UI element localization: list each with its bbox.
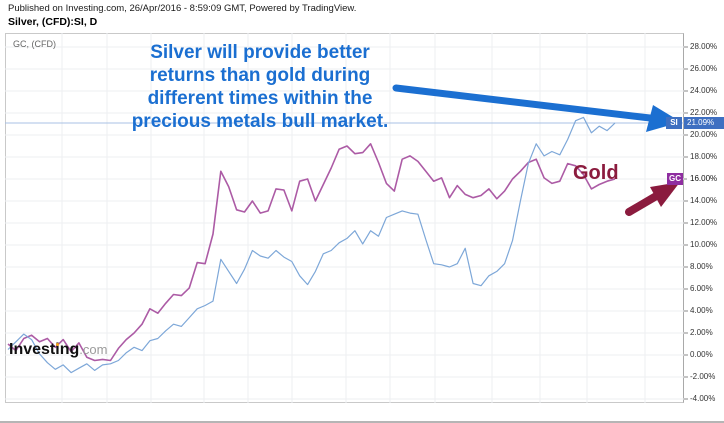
y-axis-label: 28.00% (690, 42, 718, 51)
logo-text-bold: Investing (9, 341, 80, 358)
gold-arrow-head (650, 182, 680, 207)
y-axis-label: 4.00% (690, 306, 713, 315)
y-axis-label: 12.00% (690, 218, 718, 227)
y-axis-label: 24.00% (690, 86, 718, 95)
blue-arrow-shaft (392, 84, 654, 122)
annotation-text: Silver will provide better returns than g… (95, 41, 425, 133)
annotation-line: different times within the (147, 88, 373, 109)
y-axis-label: -2.00% (690, 372, 716, 381)
gc-series-badge: GC (667, 173, 683, 185)
y-axis-label: 14.00% (690, 196, 718, 205)
published-line: Published on Investing.com, 26/Apr/2016 … (8, 3, 357, 14)
y-axis-label: 20.00% (690, 130, 718, 139)
y-axis-label: 18.00% (690, 152, 718, 161)
gold-series-line (7, 143, 616, 362)
plot-area[interactable] (5, 33, 684, 403)
y-axis-label: 22.00% (690, 108, 718, 117)
silver-series-line (7, 116, 616, 374)
y-axis-label: 8.00% (690, 262, 713, 271)
annotation-line: precious metals bull market. (131, 111, 389, 132)
y-axis-label: -4.00% (690, 394, 716, 403)
logo-i-orange-dot: i (55, 341, 60, 358)
gc-price-badge: 16.00% (687, 173, 718, 185)
y-axis-label: 2.00% (690, 328, 713, 337)
y-axis-label: 26.00% (690, 64, 718, 73)
si-series-badge: SI (666, 117, 682, 129)
gold-arrow-shaft (625, 191, 662, 216)
x-axis[interactable]: 20161221Feb1019Mar.1020Apr1120May9 (0, 403, 724, 423)
logo-text-suffix: .com (79, 342, 108, 357)
y-axis-label: 6.00% (690, 284, 713, 293)
series-corner-label: GC, (CFD) (13, 39, 56, 49)
y-axis-label: 10.00% (690, 240, 718, 249)
blue-arrow-head (646, 105, 681, 132)
chart-title: Silver, (CFD):SI, D (8, 16, 98, 28)
y-axis-label: 0.00% (690, 350, 713, 359)
investing-logo: Investing.com (9, 341, 107, 359)
annotation-line: Silver will provide better (150, 42, 370, 63)
annotation-line: returns than gold during (149, 65, 371, 86)
si-price-badge: 21.09% (684, 117, 724, 129)
gold-label: Gold (573, 162, 619, 184)
